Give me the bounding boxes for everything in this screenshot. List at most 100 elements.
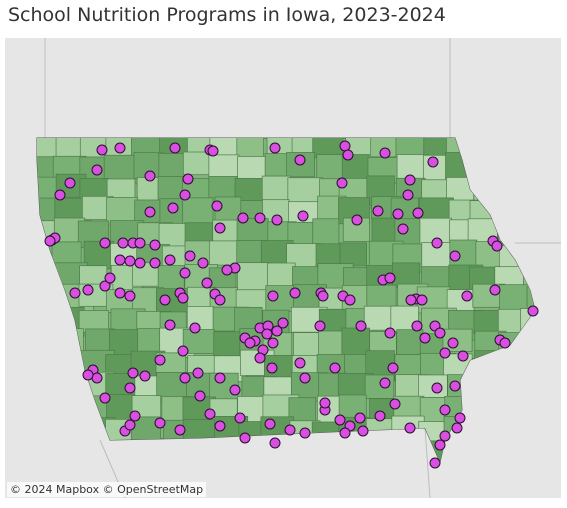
district — [208, 154, 240, 178]
program-marker — [124, 419, 136, 431]
program-marker — [214, 372, 226, 384]
program-marker — [114, 142, 126, 154]
program-marker — [299, 372, 311, 384]
program-marker — [389, 398, 401, 410]
program-marker — [167, 202, 179, 214]
program-marker — [237, 212, 249, 224]
program-marker — [379, 147, 391, 159]
district — [316, 154, 347, 182]
program-marker — [277, 317, 289, 329]
program-marker — [184, 250, 196, 262]
program-marker — [82, 284, 94, 296]
program-marker — [264, 418, 276, 430]
program-marker — [354, 412, 366, 424]
district — [237, 262, 270, 291]
program-marker — [149, 257, 161, 269]
program-marker — [334, 414, 346, 426]
program-marker — [357, 425, 369, 437]
district — [371, 217, 399, 243]
program-marker — [114, 254, 126, 266]
program-marker — [284, 424, 296, 436]
program-marker — [439, 347, 451, 359]
program-marker — [91, 164, 103, 176]
program-marker — [139, 370, 151, 382]
program-marker — [384, 327, 396, 339]
program-marker — [177, 345, 189, 357]
program-marker — [266, 362, 278, 374]
district — [396, 329, 424, 355]
map-attribution: © 2024 Mapbox © OpenStreetMap — [7, 482, 207, 497]
program-marker — [397, 223, 409, 235]
program-marker — [159, 294, 171, 306]
program-marker — [404, 174, 416, 186]
program-marker — [244, 337, 256, 349]
program-marker — [154, 417, 166, 429]
program-marker — [134, 237, 146, 249]
program-marker — [207, 145, 219, 157]
program-marker — [294, 357, 306, 369]
program-marker — [149, 239, 161, 251]
program-marker — [351, 214, 363, 226]
program-marker — [174, 424, 186, 436]
program-marker — [319, 397, 331, 409]
program-marker — [211, 200, 223, 212]
program-marker — [402, 189, 414, 201]
program-marker — [104, 272, 116, 284]
district — [182, 197, 214, 226]
program-marker — [96, 144, 108, 156]
program-marker — [192, 367, 204, 379]
district — [157, 265, 185, 290]
program-marker — [229, 384, 241, 396]
program-marker — [194, 390, 206, 402]
program-marker — [214, 420, 226, 432]
program-marker — [239, 432, 251, 444]
program-marker — [387, 362, 399, 374]
district — [267, 262, 296, 290]
program-marker — [91, 372, 103, 384]
program-marker — [169, 142, 181, 154]
program-marker — [289, 287, 301, 299]
program-marker — [114, 287, 126, 299]
program-marker — [44, 235, 56, 247]
program-marker — [447, 337, 459, 349]
program-marker — [117, 237, 129, 249]
program-marker — [179, 189, 191, 201]
program-marker — [491, 240, 503, 252]
program-marker — [374, 410, 386, 422]
program-marker — [344, 294, 356, 306]
program-marker — [64, 177, 76, 189]
district — [526, 286, 535, 310]
program-marker — [451, 422, 463, 434]
program-marker — [234, 412, 246, 424]
program-marker — [527, 305, 539, 317]
program-marker — [379, 377, 391, 389]
district — [312, 218, 340, 248]
program-marker — [267, 337, 279, 349]
program-marker — [294, 154, 306, 166]
program-marker — [427, 156, 439, 168]
program-marker — [221, 264, 233, 276]
program-marker — [329, 362, 341, 374]
district — [106, 197, 139, 225]
program-marker — [179, 267, 191, 279]
district — [391, 262, 421, 288]
district — [341, 327, 370, 358]
program-marker — [412, 207, 424, 219]
program-marker — [124, 290, 136, 302]
program-marker — [489, 284, 501, 296]
program-marker — [454, 412, 466, 424]
program-marker — [271, 325, 283, 337]
program-marker — [189, 322, 201, 334]
program-marker — [297, 210, 309, 222]
program-marker — [392, 208, 404, 220]
program-marker — [197, 257, 209, 269]
program-marker — [99, 392, 111, 404]
program-marker — [299, 427, 311, 439]
program-marker — [129, 410, 141, 422]
program-marker — [182, 173, 194, 185]
program-marker — [179, 372, 191, 384]
program-marker — [127, 367, 139, 379]
program-marker — [204, 408, 216, 420]
program-marker — [269, 437, 281, 449]
